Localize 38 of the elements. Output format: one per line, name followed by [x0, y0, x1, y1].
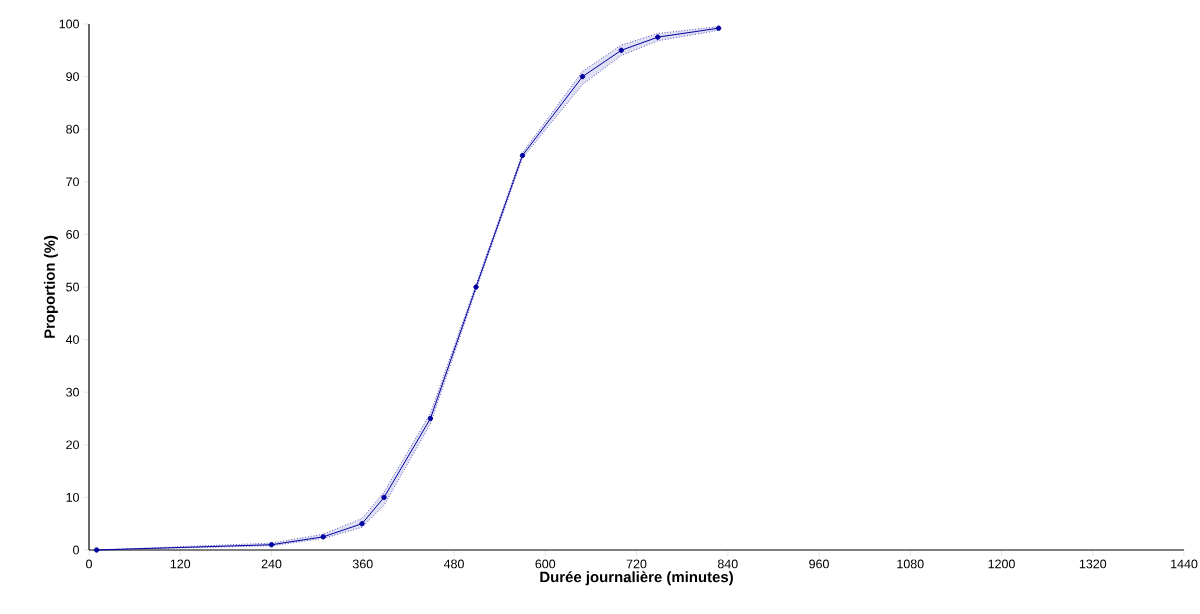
point — [579, 73, 586, 80]
y-tick-label: 10 — [66, 492, 79, 502]
x-tick-label: 240 — [261, 559, 282, 569]
y-tick-label: 70 — [66, 177, 79, 187]
point — [655, 34, 661, 40]
y-tick-label: 0 — [73, 545, 79, 555]
point — [618, 47, 624, 53]
x-tick-label: 1440 — [1171, 559, 1198, 569]
x-tick-label: 1320 — [1079, 559, 1107, 569]
x-axis-title: Durée journalière (minutes) — [540, 571, 733, 586]
y-tick-label: 20 — [66, 440, 79, 450]
point — [381, 494, 387, 501]
x-tick-label: 960 — [809, 559, 829, 569]
x-tick-label: 480 — [443, 559, 464, 569]
x-tick-label: 0 — [86, 559, 92, 569]
point — [519, 152, 526, 159]
point — [268, 542, 275, 548]
point — [359, 520, 365, 527]
y-tick-label: 80 — [66, 124, 79, 134]
y-tick-label: 50 — [66, 282, 79, 292]
point — [715, 25, 722, 31]
x-tick-label: 840 — [717, 559, 738, 569]
y-tick-label: 90 — [66, 72, 79, 81]
x-tick-label: 1080 — [897, 559, 924, 569]
x-tick-label: 120 — [170, 559, 191, 569]
y-tick-label: 40 — [65, 335, 79, 344]
point — [427, 415, 434, 422]
x-tick-label: 600 — [535, 559, 556, 569]
y-tick-label: 60 — [66, 229, 79, 239]
point — [473, 284, 479, 290]
y-tick-label: 30 — [66, 387, 79, 397]
x-tick-label: 1200 — [988, 559, 1015, 569]
x-tick-label: 720 — [626, 559, 647, 569]
y-tick-label: 100 — [59, 19, 79, 29]
point — [320, 534, 326, 540]
point — [93, 547, 100, 553]
x-tick-label: 360 — [352, 559, 373, 569]
y-axis-title: Proportion (%) — [43, 235, 58, 338]
